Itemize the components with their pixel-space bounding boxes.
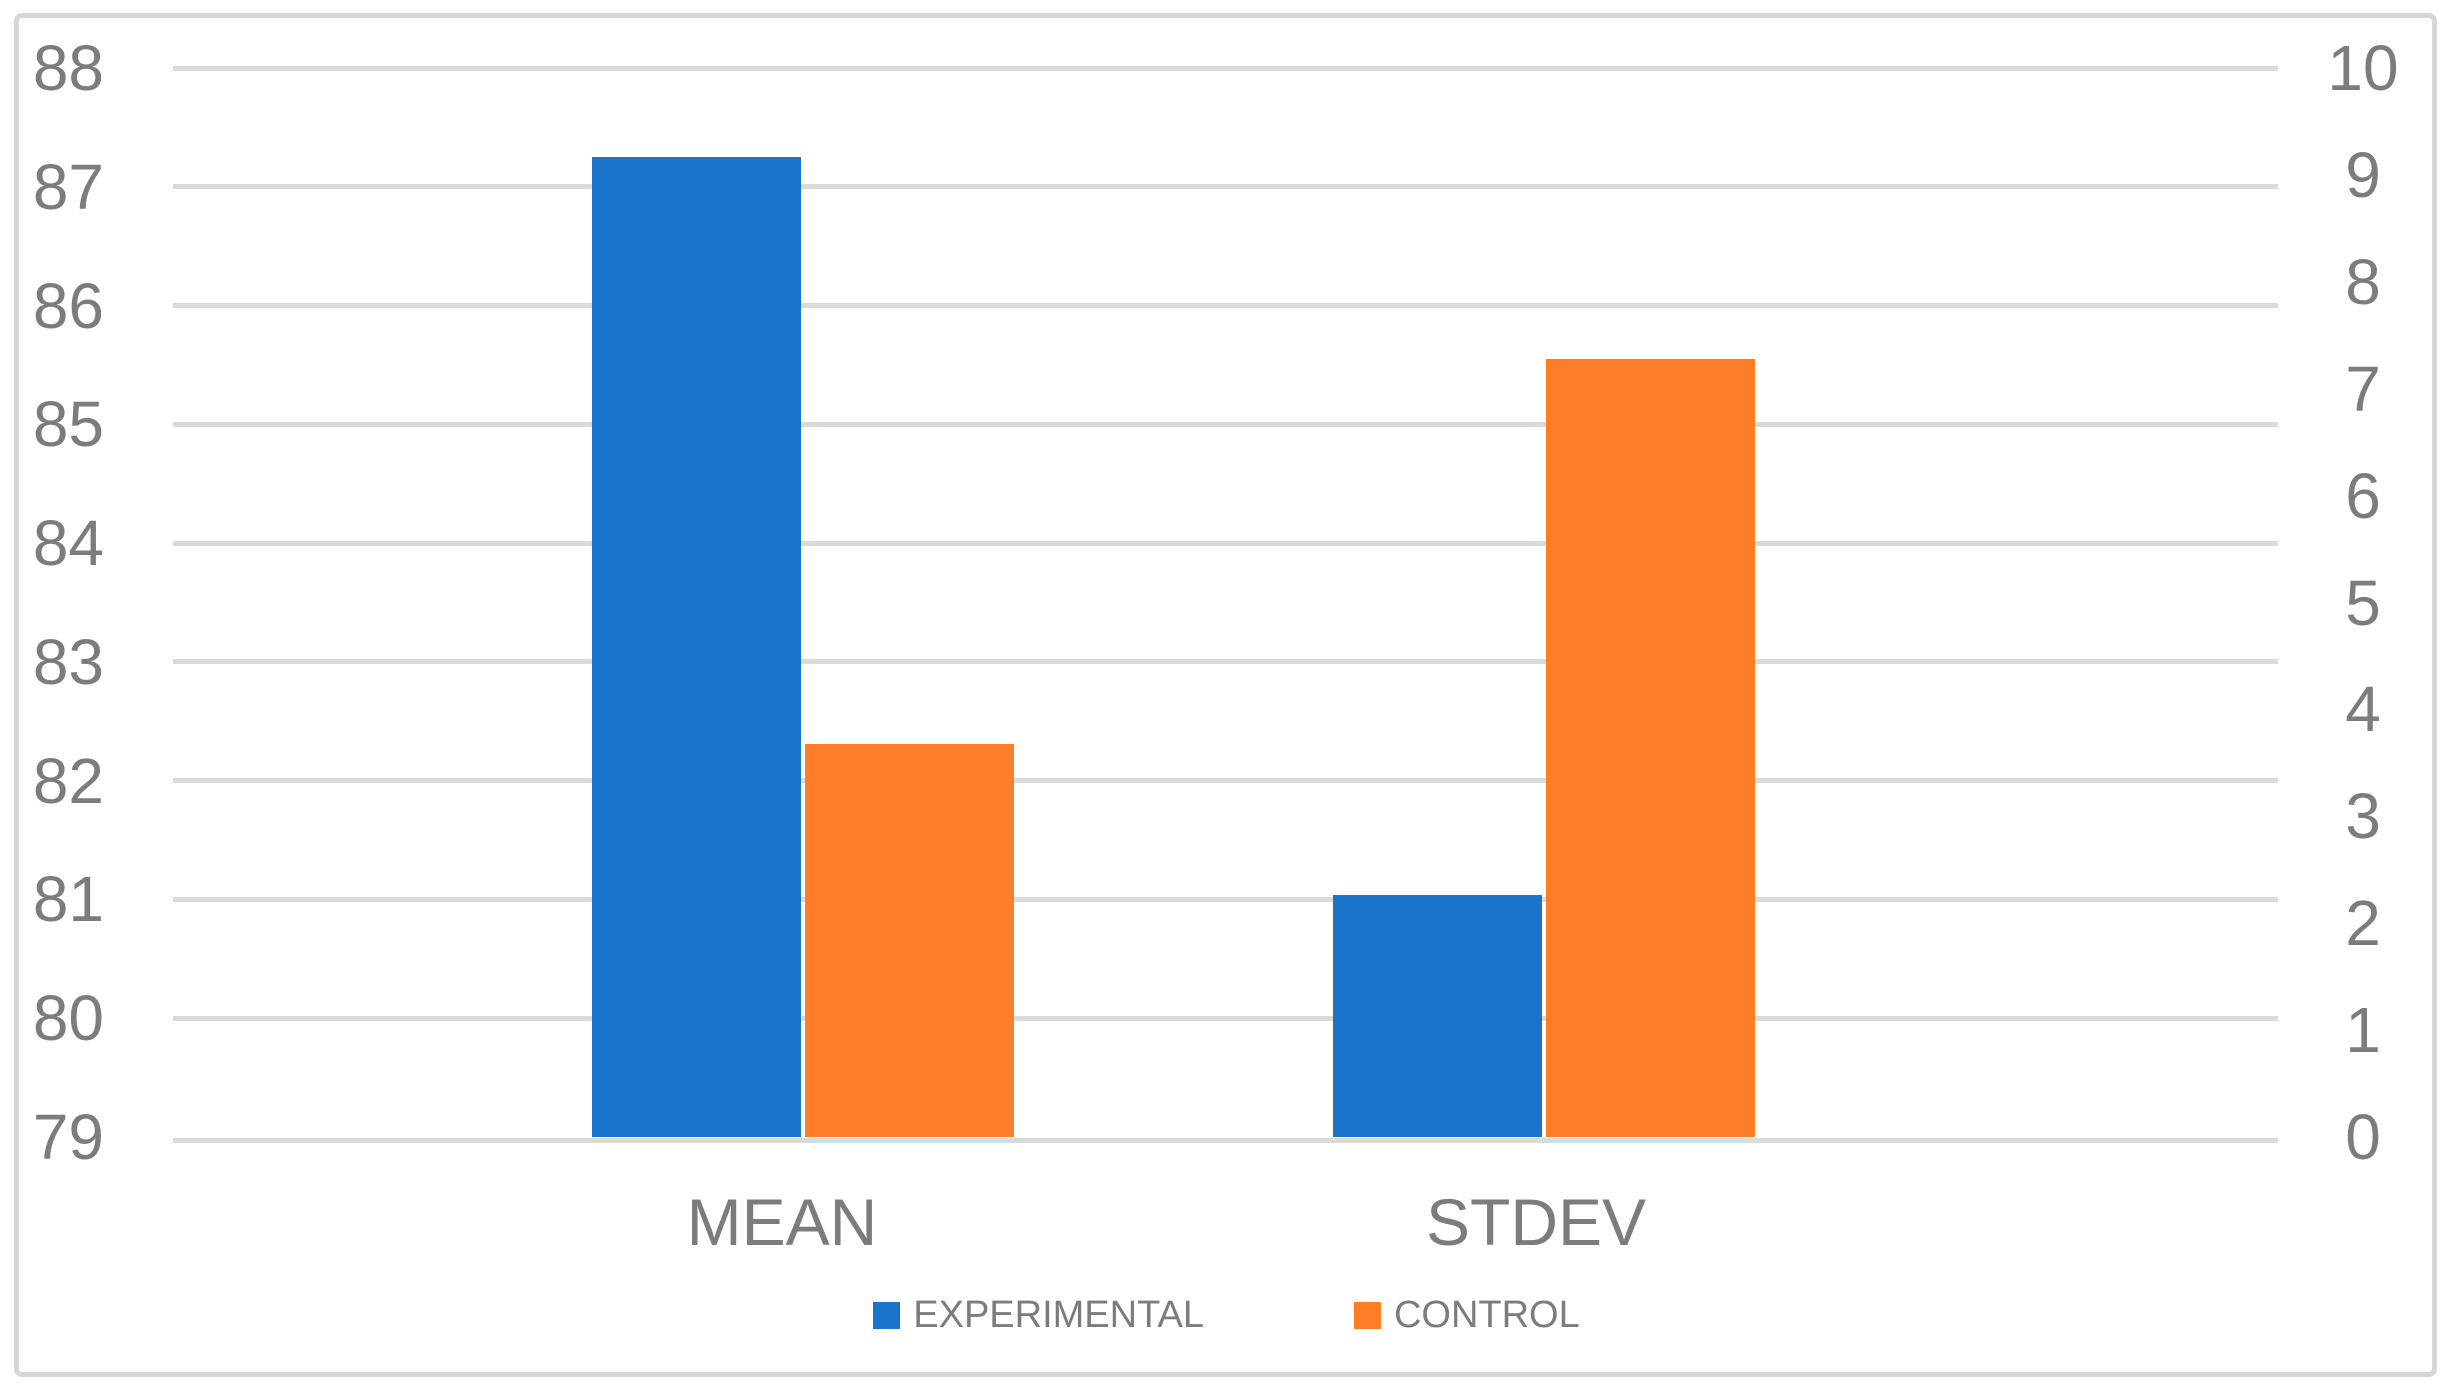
right-axis-tick-label: 6 [2345,459,2381,532]
gridline [173,303,2278,309]
bar-control-mean [805,743,1014,1137]
left-axis-tick-label: 84 [32,507,104,580]
right-axis-tick-label: 1 [2345,994,2381,1067]
legend-label-experimental: EXPERIMENTAL [913,1294,1204,1336]
bar-experimental-mean [592,157,801,1137]
gridline [173,896,2278,902]
legend-swatch-control-icon [1353,1301,1381,1329]
category-label-stdev: STDEV [1425,1185,1647,1259]
left-axis-tick-label: 83 [32,625,104,698]
right-axis-tick-label: 3 [2345,780,2381,853]
legend-item-experimental: EXPERIMENTAL [873,1294,1204,1336]
gridline [173,1015,2278,1021]
legend-label-control: CONTROL [1393,1294,1580,1336]
gridline [173,421,2278,427]
left-axis-tick-label: 86 [32,269,104,342]
right-axis-tick-label: 0 [2345,1101,2381,1173]
right-axis-tick-label: 9 [2345,138,2381,211]
chart-border-frame [14,13,2437,1377]
right-axis-tick-label: 4 [2345,673,2381,746]
bar-control-stdev [1546,358,1755,1137]
gridline [173,184,2278,190]
gridline [173,659,2278,665]
right-axis-tick-label: 2 [2345,887,2381,960]
right-axis-tick-label: 10 [2327,32,2399,104]
gridline [173,65,2278,71]
right-axis-tick-label: 7 [2345,352,2381,425]
left-axis-tick-label: 85 [32,388,104,461]
left-axis-tick-label: 81 [32,863,104,936]
left-axis-tick-label: 82 [32,744,104,817]
right-axis-tick-label: 5 [2345,566,2381,639]
bar-experimental-stdev [1333,895,1542,1137]
legend-item-control: CONTROL [1353,1294,1580,1336]
right-axis-tick-label: 8 [2345,245,2381,318]
left-axis-tick-label: 87 [32,150,104,223]
legend: EXPERIMENTAL CONTROL [0,1292,2453,1338]
gridline [173,540,2278,546]
gridline [173,1137,2278,1143]
category-label-mean: MEAN [686,1185,878,1259]
left-axis-tick-label: 88 [32,32,104,104]
gridline [173,778,2278,784]
left-axis-tick-label: 79 [32,1101,104,1173]
left-axis-tick-label: 80 [32,982,104,1055]
legend-swatch-experimental-icon [873,1301,901,1329]
